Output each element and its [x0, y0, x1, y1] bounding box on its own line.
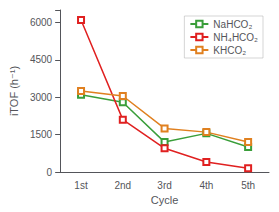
svg-text:4500: 4500 [30, 54, 53, 65]
svg-text:NaHCO₂: NaHCO₂ [213, 19, 252, 30]
svg-text:5th: 5th [241, 180, 255, 191]
svg-text:6000: 6000 [30, 17, 53, 28]
svg-text:1st: 1st [74, 180, 88, 191]
svg-text:NH₄HCO₂: NH₄HCO₂ [213, 32, 258, 43]
svg-text:Cycle: Cycle [151, 194, 179, 206]
svg-text:3000: 3000 [30, 92, 53, 103]
svg-text:KHCO₂: KHCO₂ [213, 45, 246, 56]
svg-text:0: 0 [47, 167, 53, 178]
svg-text:2nd: 2nd [114, 180, 131, 191]
svg-text:iTOF (h⁻¹): iTOF (h⁻¹) [8, 66, 20, 116]
svg-text:1500: 1500 [30, 129, 53, 140]
svg-text:3rd: 3rd [157, 180, 171, 191]
svg-text:4th: 4th [199, 180, 213, 191]
